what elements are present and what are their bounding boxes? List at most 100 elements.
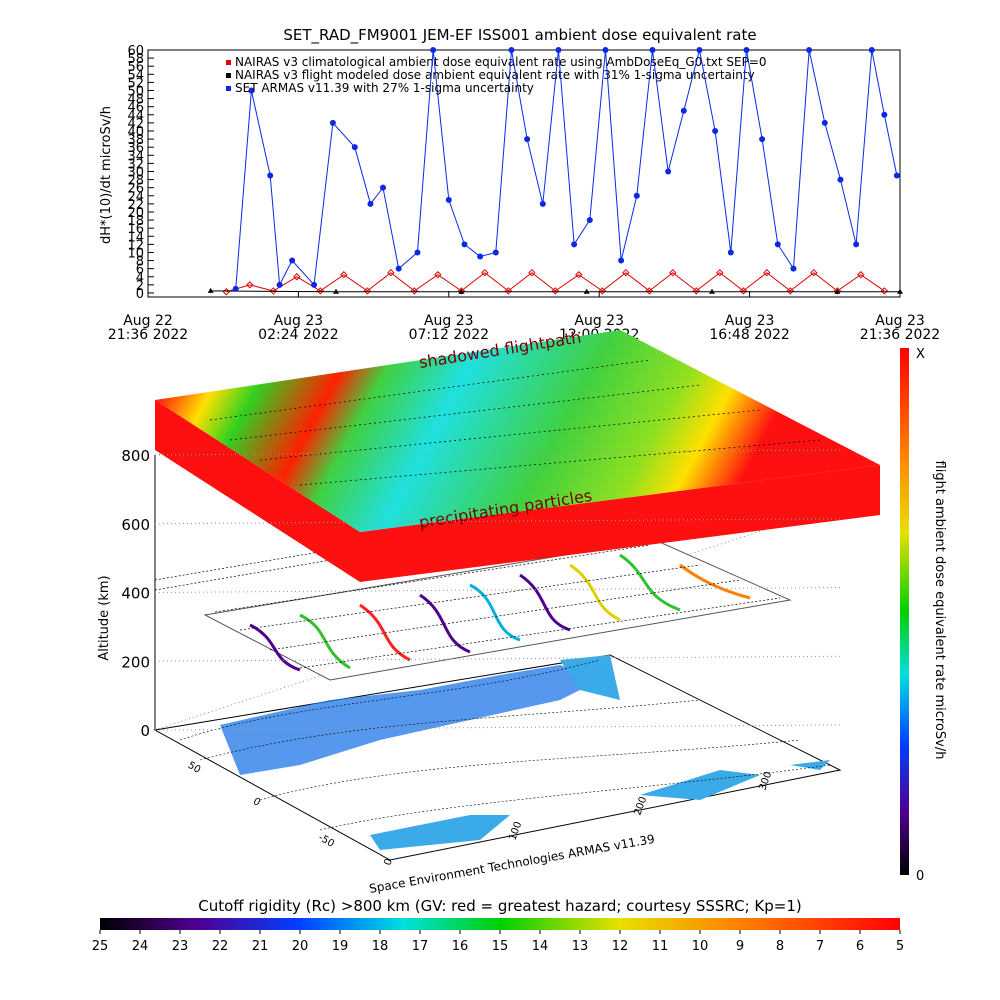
marker [709, 288, 715, 294]
marker [680, 107, 687, 114]
altitude-label: Altitude (km) [97, 575, 112, 660]
marker [316, 287, 325, 295]
y-tick-label: 58 [127, 52, 144, 67]
x-tick-label: Aug 22 21:36 2022 [108, 313, 188, 343]
legend-label: NAIRAS v3 flight modeled dose ambient eq… [235, 68, 755, 82]
marker [786, 287, 795, 295]
colorbar-tick-label: 18 [372, 939, 389, 954]
marker [810, 268, 818, 277]
colorbar-tick-label: 8 [776, 939, 784, 954]
y-tick-label: 8 [136, 255, 144, 270]
marker [645, 287, 654, 295]
ground-tracks [179, 659, 831, 831]
marker [833, 287, 842, 295]
marker [458, 288, 465, 294]
marker [790, 265, 797, 272]
marker [716, 268, 724, 277]
legend-swatch [226, 73, 231, 78]
y-tick-label: 40 [127, 125, 144, 140]
marker [669, 268, 677, 277]
marker [602, 47, 609, 53]
marker [727, 249, 734, 256]
marker [414, 249, 421, 256]
slab-side [155, 400, 880, 582]
marker [363, 287, 372, 295]
marker [743, 47, 750, 53]
y-tick-label: 56 [127, 60, 144, 75]
altitude-tick [154, 655, 841, 662]
lat-tick-label: 50 [186, 760, 203, 776]
marker [759, 136, 766, 143]
y-tick-label: 18 [127, 214, 144, 229]
y-tick-label: 36 [127, 141, 144, 156]
marker [248, 87, 255, 94]
marker [739, 287, 748, 295]
y-tick-label: 14 [127, 230, 144, 245]
altitude-tick-label: 0 [140, 722, 150, 740]
colorbar-bottom [100, 918, 900, 930]
colorbar-top-label: X [916, 347, 925, 362]
y-tick-label: 2 [136, 279, 144, 294]
y-tick-label: 28 [127, 174, 144, 189]
marker [524, 136, 531, 143]
colorbar-tick-label: 17 [412, 939, 429, 954]
colorbar-right [900, 348, 909, 875]
marker [267, 172, 274, 179]
marker [430, 47, 437, 53]
marker [477, 253, 484, 260]
marker [806, 47, 813, 53]
marker [575, 271, 583, 279]
altitude-tick-label: 200 [121, 653, 150, 671]
marker [598, 287, 607, 295]
y-tick-label: 44 [127, 109, 144, 124]
legend-swatch [226, 60, 231, 65]
colorbar-bottom-title: Cutoff rigidity (Rc) >800 km (GV: red = … [198, 897, 801, 915]
scene: shadowed flightpath precipitating partic… [97, 328, 880, 896]
marker [457, 287, 466, 295]
marker [410, 287, 419, 295]
slab-tracks [209, 359, 821, 486]
marker [555, 47, 562, 53]
marker [893, 172, 900, 179]
y-tick-label: 10 [127, 246, 144, 261]
marker [633, 192, 640, 199]
marker [329, 119, 336, 126]
y-tick-label: 50 [127, 84, 144, 99]
marker [492, 249, 499, 256]
marker [696, 47, 703, 53]
x-tick-label: Aug 23 21:36 2022 [860, 313, 940, 343]
marker [293, 273, 301, 281]
colorbar-tick-label: 19 [332, 939, 349, 954]
x-tick-label: Aug 23 07:12 2022 [409, 313, 489, 343]
y-tick-label: 20 [127, 206, 144, 221]
marker [881, 111, 888, 118]
colorbar-tick-label: 24 [132, 939, 149, 954]
marker [508, 47, 515, 53]
marker [571, 241, 578, 248]
marker [857, 271, 865, 279]
y-tick-label: 6 [136, 263, 144, 278]
y-tick-label: 16 [127, 222, 144, 237]
y-tick-label: 38 [127, 133, 144, 148]
x-tick-label: Aug 23 16:48 2022 [709, 313, 789, 343]
marker [649, 47, 656, 53]
colorbar-tick-label: 20 [292, 939, 309, 954]
y-tick-label: 30 [127, 165, 144, 180]
marker [551, 287, 560, 295]
marker [763, 268, 771, 277]
y-tick-label: 34 [127, 149, 144, 164]
marker [528, 268, 536, 277]
colorbar-tick-label: 6 [856, 939, 864, 954]
colorbar-tick-label: 22 [212, 939, 229, 954]
marker [289, 257, 296, 264]
marker [311, 281, 318, 288]
colorbar-bottom-label: 0 [916, 869, 924, 884]
altitude-tick-label: 800 [121, 447, 150, 465]
chart-title: SET_RAD_FM9001 JEM-EF ISS001 ambient dos… [283, 26, 756, 45]
marker [461, 241, 468, 248]
marker [880, 287, 889, 295]
marker [367, 200, 374, 207]
series-line [226, 272, 885, 293]
altitude-tick-label: 400 [121, 585, 150, 603]
